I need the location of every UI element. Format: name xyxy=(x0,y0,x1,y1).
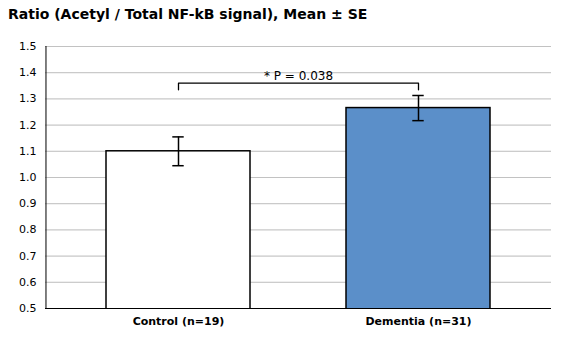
svg-text:0.7: 0.7 xyxy=(19,250,37,263)
svg-text:1.4: 1.4 xyxy=(19,66,37,79)
svg-text:1.1: 1.1 xyxy=(19,145,37,158)
svg-text:1.2: 1.2 xyxy=(19,119,37,132)
svg-text:* P = 0.038: * P = 0.038 xyxy=(264,69,333,83)
svg-text:1.3: 1.3 xyxy=(19,92,37,105)
svg-text:Dementia (n=31): Dementia (n=31) xyxy=(365,315,471,328)
svg-text:Control (n=19): Control (n=19) xyxy=(133,315,225,328)
svg-text:1.0: 1.0 xyxy=(19,171,37,184)
svg-text:0.9: 0.9 xyxy=(19,197,37,210)
svg-text:0.5: 0.5 xyxy=(19,302,37,315)
svg-text:0.6: 0.6 xyxy=(19,276,37,289)
svg-text:0.8: 0.8 xyxy=(19,223,37,236)
html-text:Ratio (Acetyl / Total NF-kB si: Ratio (Acetyl / Total NF-kB signal), Mea… xyxy=(8,6,368,22)
svg-text:1.5: 1.5 xyxy=(19,40,37,53)
